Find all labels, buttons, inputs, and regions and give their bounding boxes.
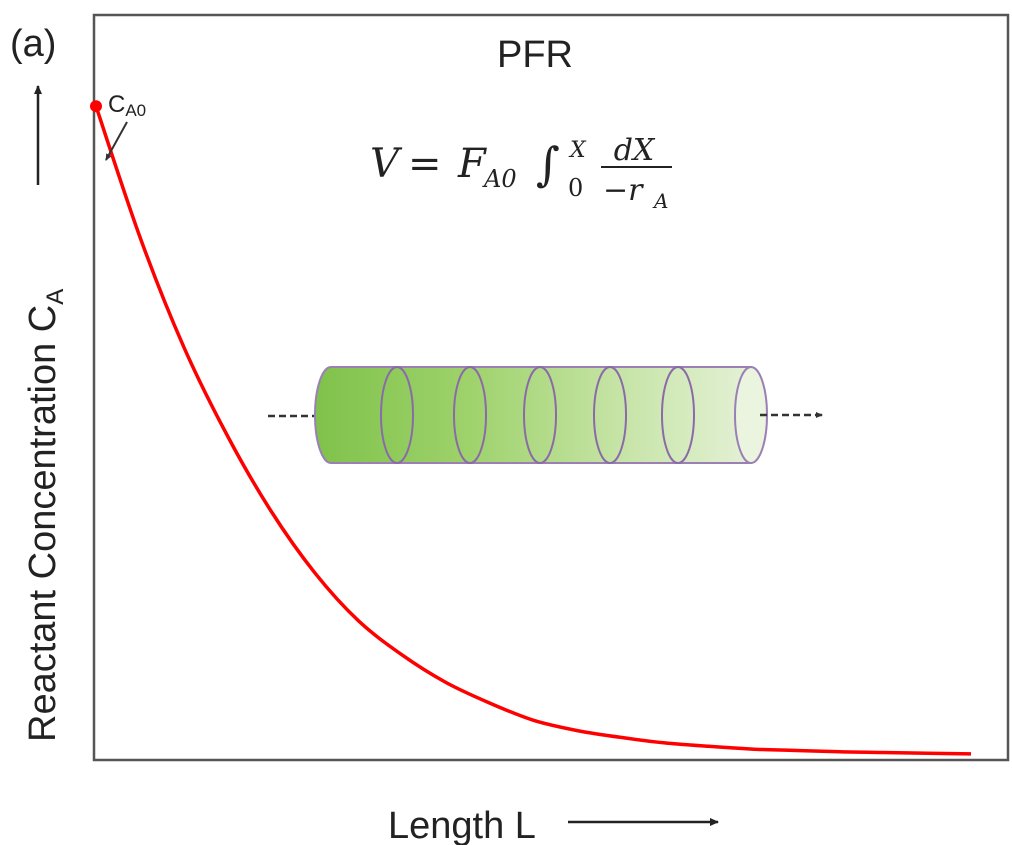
chart-title: PFR — [497, 34, 573, 76]
equation-equals: = — [408, 141, 442, 187]
annotation-pointer — [105, 121, 128, 161]
equation-coef: F — [457, 141, 487, 187]
x-axis-label: Length L — [388, 805, 536, 845]
equation-coef-sub: A0 — [482, 165, 517, 193]
tube-segment-ring — [593, 366, 627, 464]
tube-segment-ring — [523, 366, 557, 464]
plot-frame — [92, 13, 1010, 762]
tube-segment-ring — [661, 366, 695, 464]
data-layer — [90, 100, 972, 756]
tube-segment-ring — [453, 366, 487, 464]
pfr-reactor-tube — [268, 366, 823, 464]
concentration-curve — [94, 105, 972, 756]
y-axis-label-sub: A — [42, 289, 69, 305]
tube-body — [314, 366, 752, 464]
equation-lhs: V — [370, 141, 403, 187]
equation-denominator: −r — [603, 173, 644, 208]
annotation-label: CA0 — [108, 91, 146, 120]
initial-concentration-annotation: CA0 — [105, 91, 146, 161]
panel-label: (a) — [10, 23, 56, 65]
equation-lower-limit: 0 — [568, 174, 583, 202]
annotation-main: C — [108, 91, 125, 118]
tube-segment-ring — [380, 366, 414, 464]
annotation-sub: A0 — [125, 101, 146, 120]
equation-upper-limit: X — [568, 138, 587, 163]
y-axis-label-group: Reactant Concentration CA — [22, 289, 69, 742]
design-equation: V = F A0 ∫ X 0 dX −r A — [370, 133, 672, 213]
y-axis-label: Reactant Concentration CA — [22, 289, 69, 742]
y-axis-label-main: Reactant Concentration C — [22, 305, 64, 742]
equation-numerator: dX — [614, 133, 656, 168]
equation-denominator-sub: A — [652, 189, 668, 213]
initial-concentration-point — [90, 100, 102, 113]
equation-integral: ∫ — [536, 137, 560, 191]
